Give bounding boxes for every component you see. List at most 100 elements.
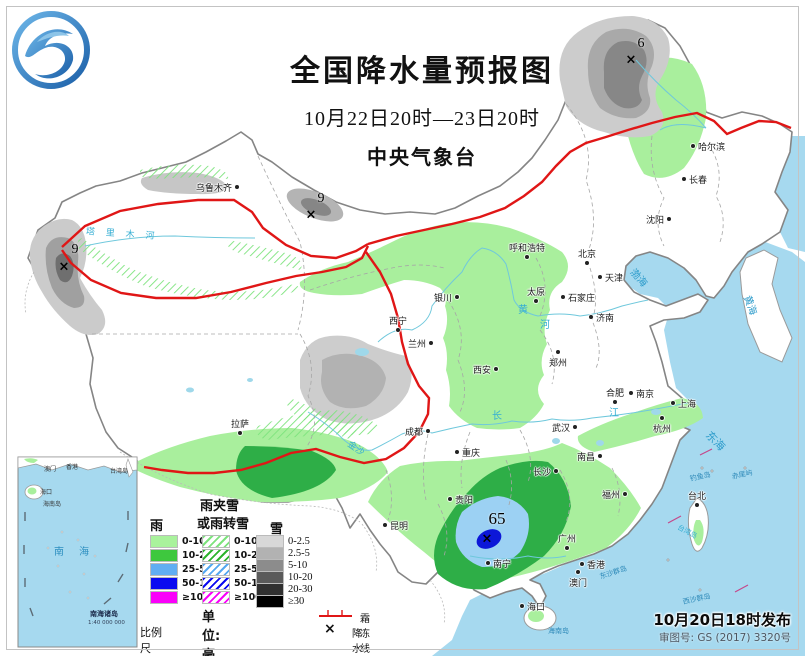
water-label: 钓鱼岛 — [689, 470, 712, 483]
city-dot — [238, 431, 242, 435]
legend-sleet-title2: 或雨转雪 — [197, 517, 250, 532]
city-label: 长春 — [689, 176, 708, 186]
water-label: 塔 里 木 河 — [85, 227, 159, 243]
frost-line-symbol — [319, 610, 352, 617]
legend-swatch — [256, 595, 284, 608]
city-dot — [573, 425, 577, 429]
map-header: 全国降水量预报图 10月22日20时—23日20时 中央气象台 — [212, 46, 632, 170]
legend-swatch — [202, 549, 230, 562]
legend-swatch — [202, 563, 230, 576]
city-label: 长沙 — [532, 468, 551, 478]
foreign-borders — [24, 271, 446, 625]
inset-label: 南 海 — [54, 547, 96, 558]
precip-center-cross-icon: × — [305, 207, 317, 223]
issue-time: 10月20日18时发布 — [653, 611, 791, 629]
precip-center-value: 9 — [317, 191, 325, 206]
water-label: 黄海 — [740, 294, 759, 317]
legend-swatch — [202, 591, 230, 604]
city-label: 兰州 — [407, 340, 426, 350]
water-label: 黄 — [518, 305, 528, 316]
precip-center-symbol: × — [324, 621, 336, 637]
legend-rain-rows: 0-10 10-25 25-50 50-100 ≥100 — [150, 535, 219, 606]
legend-row: 5-10 — [256, 559, 313, 572]
city-label: 合肥 — [605, 389, 625, 399]
legend-row: 50-100 — [202, 577, 271, 590]
city-label: 澳门 — [568, 579, 588, 589]
legend-row: 25-50 — [202, 563, 271, 576]
legend-range-label: 25-50 — [234, 564, 265, 575]
legend-row: 25-50 — [150, 563, 219, 576]
city-label: 西安 — [472, 366, 491, 376]
city-label: 上海 — [678, 400, 697, 410]
legend-range-label: ≥100 — [182, 592, 210, 603]
city-label: 广州 — [557, 535, 577, 545]
city-dot — [448, 497, 452, 501]
rain-50-100-zone — [476, 529, 502, 549]
city-dot — [585, 261, 589, 265]
legend-row: 10-20 — [256, 571, 313, 584]
water-label: 江 — [609, 408, 619, 419]
city-dot — [613, 400, 617, 404]
unit-label: 单位:毫米 — [202, 610, 221, 656]
legend-sleet-title: 雨夹雪 — [200, 499, 240, 514]
legend-snow-title: 雪 — [270, 522, 284, 537]
legend-row: 0-10 — [202, 535, 271, 548]
precip-center-value: 9 — [71, 242, 79, 257]
legend-range-label: ≥30 — [288, 596, 305, 607]
city-label: 呼和浩特 — [508, 244, 546, 254]
city-label: 哈尔滨 — [698, 143, 726, 153]
city-label: 天津 — [605, 274, 624, 284]
city-label: 南京 — [636, 390, 655, 400]
city-dot — [667, 217, 671, 221]
legend-range-label: 20-30 — [288, 584, 313, 595]
legend-swatch — [150, 549, 178, 562]
legend-range-label: 5-10 — [288, 560, 308, 571]
city-label: 济南 — [596, 314, 615, 324]
legend-row: 2.5-5 — [256, 547, 313, 560]
city-label: 台北 — [687, 492, 707, 502]
city-dot — [695, 503, 699, 507]
inset-label: 台湾岛 — [110, 468, 129, 475]
taiwan-rain-zone — [693, 520, 704, 546]
city-dot — [426, 429, 430, 433]
legend-rain-title: 雨 — [150, 519, 164, 534]
city-label: 海口 — [527, 603, 546, 613]
city-dot — [682, 177, 686, 181]
city-dot — [589, 315, 593, 319]
south-china-sea-inset — [17, 456, 138, 648]
precip-center-label: 降水中心值 — [352, 629, 362, 655]
city-label: 昆明 — [390, 522, 409, 532]
legend-range-label: 10-25 — [182, 550, 213, 561]
precip-center-cross-icon: × — [625, 52, 637, 68]
dash-marks — [667, 448, 749, 593]
sea-east-south — [432, 240, 805, 656]
city-dot — [455, 295, 459, 299]
city-dot — [554, 469, 558, 473]
city-label: 香港 — [587, 561, 606, 571]
water-label: 金沙 — [345, 439, 366, 459]
legend-range-label: 50-100 — [234, 578, 271, 589]
city-label: 银川 — [433, 294, 452, 304]
city-dot — [580, 562, 584, 566]
legend-row: ≥100 — [202, 591, 271, 604]
city-label: 太原 — [526, 288, 546, 298]
city-dot — [691, 144, 695, 148]
legend-row: 50-100 — [150, 577, 219, 590]
precip-center-value: 65 — [488, 509, 506, 528]
legend-range-label: 0-10 — [182, 536, 206, 547]
water-label: 海南岛 — [548, 627, 569, 635]
city-label: 贵阳 — [455, 496, 474, 506]
city-dot — [561, 295, 565, 299]
city-dot — [576, 570, 580, 574]
legend-swatch — [150, 535, 178, 548]
water-label: 东海 — [703, 428, 728, 454]
city-label: 成都 — [404, 428, 423, 438]
legend-row: 20-30 — [256, 583, 313, 596]
city-label: 杭州 — [652, 425, 672, 435]
inset-label: 海南岛 — [43, 501, 62, 508]
frost-line — [61, 111, 792, 475]
water-label: 河 — [540, 320, 550, 331]
legend-row: 0-10 — [150, 535, 219, 548]
